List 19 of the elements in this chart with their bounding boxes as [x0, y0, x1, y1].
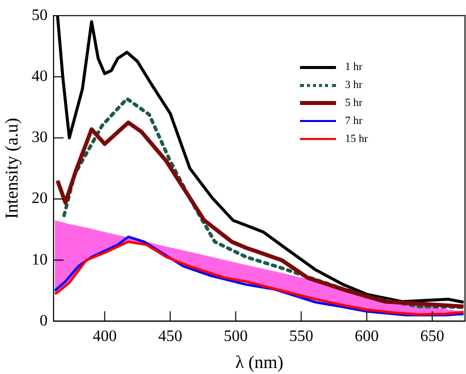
y-tick-label: 0	[40, 312, 48, 330]
x-tick-label: 650	[420, 328, 444, 346]
x-tick-label: 550	[289, 328, 314, 346]
legend-label: 1 hr	[345, 61, 362, 73]
y-tick-label: 10	[32, 251, 48, 268]
x-tick-label: 400	[92, 328, 117, 346]
y-tick-label: 40	[32, 68, 48, 85]
legend-label: 15 hr	[345, 133, 368, 145]
x-tick-label: 500	[224, 328, 248, 346]
x-tick-label: 600	[354, 328, 379, 346]
legend-label: 3 hr	[345, 79, 362, 91]
y-tick-label: 20	[32, 190, 48, 208]
y-axis-title: Intensity (a.u)	[2, 118, 22, 219]
legend-label: 7 hr	[345, 115, 362, 127]
x-tick-label: 450	[158, 328, 182, 346]
legend-label: 5 hr	[345, 97, 362, 109]
y-tick-label: 30	[32, 129, 48, 146]
y-tick-label: 50	[32, 6, 48, 24]
x-axis-title: λ (nm)	[235, 352, 284, 372]
